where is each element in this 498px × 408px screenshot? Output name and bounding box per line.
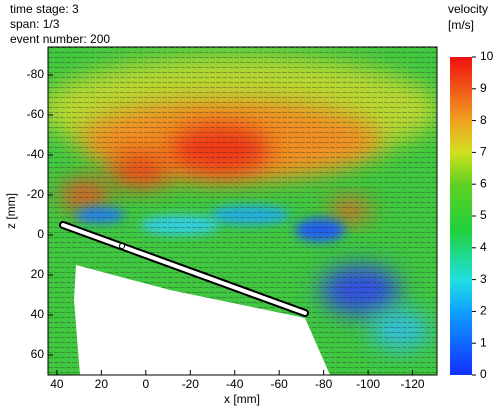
x-tick-label: -20 <box>182 377 200 391</box>
y-tick-label: -60 <box>27 107 45 121</box>
y-axis-label: z [mm] <box>4 193 18 229</box>
y-tick-label: 40 <box>31 307 45 321</box>
velocity-field <box>48 47 437 375</box>
colorbar-tick-label: 2 <box>480 304 487 318</box>
y-tick-label: -40 <box>27 147 45 161</box>
x-tick-label: -100 <box>356 377 380 391</box>
annotation: span: 1/3 <box>10 17 60 31</box>
y-tick-label: -80 <box>27 67 45 81</box>
colorbar-tick-label: 4 <box>480 240 487 254</box>
colorbar <box>450 57 472 375</box>
x-axis-label: x [mm] <box>224 392 260 406</box>
y-tick-label: 0 <box>37 227 44 241</box>
x-tick-label: -40 <box>226 377 244 391</box>
y-tick-label: 20 <box>31 267 45 281</box>
colorbar-tick-label: 6 <box>480 176 487 190</box>
colorbar-tick-label: 8 <box>480 113 487 127</box>
x-tick-label: -60 <box>271 377 289 391</box>
colorbar-tick-label: 3 <box>480 272 487 286</box>
x-tick-label: -80 <box>315 377 333 391</box>
colorbar-tick-label: 10 <box>480 49 494 63</box>
colorbar-tick-label: 9 <box>480 81 487 95</box>
plot-frame <box>47 46 438 376</box>
x-tick-label: 0 <box>142 377 149 391</box>
colorbar-tick-label: 1 <box>480 335 487 349</box>
annotation: event number: 200 <box>10 32 110 46</box>
colorbar-tick-label: 5 <box>480 208 487 222</box>
x-tick-label: 40 <box>50 377 64 391</box>
x-tick-label: 20 <box>95 377 109 391</box>
colorbar-tick-label: 7 <box>480 145 487 159</box>
colorbar-title: velocity <box>448 2 488 16</box>
y-tick-label: -20 <box>27 187 45 201</box>
colorbar-tick-label: 0 <box>480 367 487 381</box>
x-tick-label: -120 <box>401 377 425 391</box>
annotation: time stage: 3 <box>10 2 79 16</box>
colorbar-title: [m/s] <box>448 18 474 32</box>
y-tick-label: 60 <box>31 347 45 361</box>
